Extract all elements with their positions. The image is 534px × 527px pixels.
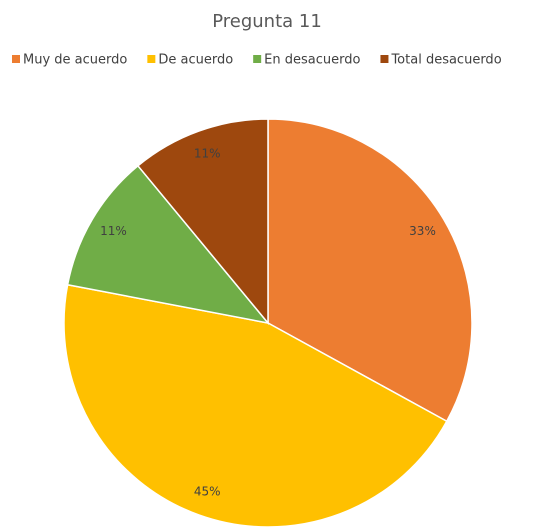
legend-label: Total desacuerdo [390,53,501,68]
data-label: 45% [194,484,221,498]
legend-swatch [147,55,156,63]
data-label: 11% [100,224,127,238]
legend-swatch [380,55,389,63]
pie-slice [267,118,473,423]
legend-swatch [253,55,262,63]
data-label: 33% [409,224,436,238]
legend-label: De acuerdo [158,53,233,68]
legend-label: Muy de acuerdo [23,53,127,68]
chart-title: Pregunta 11 [212,11,322,32]
pie-slice [63,283,448,527]
pie-slice [66,164,270,325]
data-label: 11% [194,147,221,161]
legend-swatch [12,55,20,63]
legend-label: En desacuerdo [264,53,360,68]
pie-slice [136,118,269,326]
